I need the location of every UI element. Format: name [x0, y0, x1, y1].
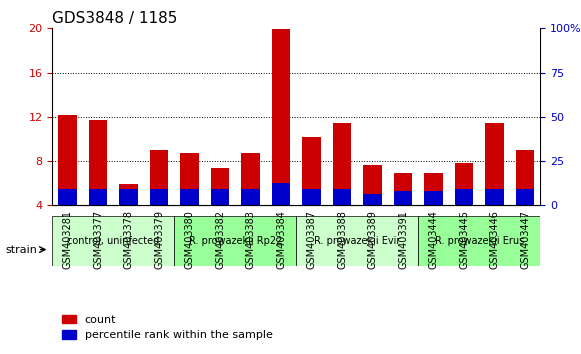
Bar [241, 189, 260, 205]
Bar [424, 191, 443, 205]
Bar [394, 173, 412, 205]
Bar [485, 124, 504, 205]
Bar [424, 173, 443, 205]
Text: R. prowazekii Erus: R. prowazekii Erus [435, 236, 524, 246]
Bar [150, 189, 168, 205]
Bar [302, 189, 321, 205]
Bar [302, 137, 321, 205]
Bar [363, 166, 382, 205]
Bar [485, 189, 504, 205]
Bar [58, 115, 77, 205]
Bar [180, 153, 199, 205]
Bar [455, 163, 473, 205]
Text: control, uninfected: control, uninfected [67, 236, 159, 246]
Bar [516, 189, 534, 205]
Bar [363, 194, 382, 205]
Bar [89, 189, 107, 205]
Bar [333, 189, 351, 205]
Bar [455, 189, 473, 205]
Text: strain: strain [6, 245, 38, 255]
Bar [58, 189, 77, 205]
FancyBboxPatch shape [418, 216, 540, 266]
Text: R. prowazekii Rp22: R. prowazekii Rp22 [189, 236, 282, 246]
Bar [150, 150, 168, 205]
Bar [241, 153, 260, 205]
Bar [516, 150, 534, 205]
Bar [180, 189, 199, 205]
FancyBboxPatch shape [52, 216, 174, 266]
Bar [89, 120, 107, 205]
Bar [119, 184, 138, 205]
Legend: count, percentile rank within the sample: count, percentile rank within the sample [58, 310, 277, 345]
Text: GDS3848 / 1185: GDS3848 / 1185 [52, 11, 178, 26]
Bar [119, 189, 138, 205]
FancyBboxPatch shape [296, 216, 418, 266]
Text: R. prowazekii Evir: R. prowazekii Evir [314, 236, 400, 246]
Bar [211, 168, 229, 205]
Bar [333, 124, 351, 205]
Bar [272, 183, 290, 205]
FancyBboxPatch shape [174, 216, 296, 266]
Bar [394, 191, 412, 205]
Bar [211, 189, 229, 205]
Bar [272, 29, 290, 205]
